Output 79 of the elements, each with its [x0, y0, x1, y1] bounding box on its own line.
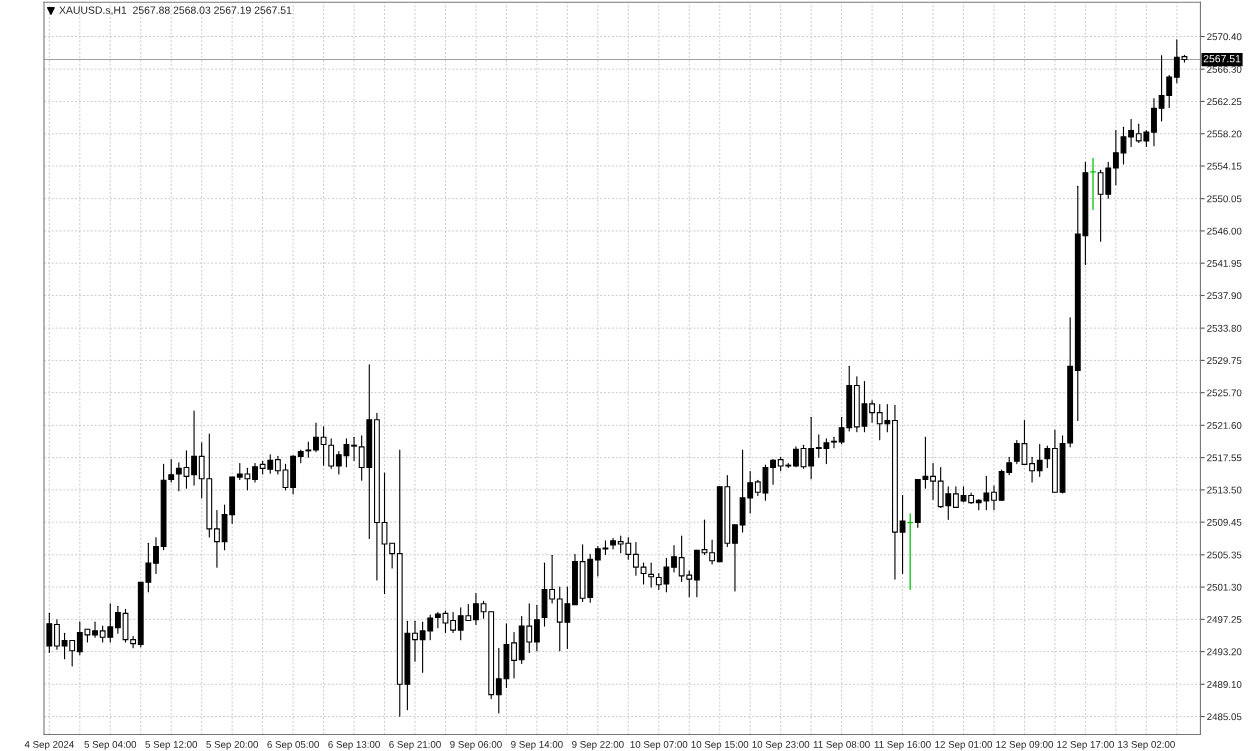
ref-line-label: 2567.51	[1203, 54, 1241, 63]
y-tick-label: 2533.80	[1207, 324, 1242, 332]
x-tick-label: 11 Sep 16:00	[874, 740, 931, 750]
x-tick-label: 11 Sep 08:00	[813, 740, 870, 750]
y-tick-label: 2550.05	[1207, 195, 1242, 203]
candlestick	[792, 446, 799, 468]
candlestick	[313, 422, 319, 453]
y-tick-label: 2489.10	[1207, 681, 1242, 688]
x-tick-label: 10 Sep 23:00	[752, 740, 810, 750]
x-tick-label: 12 Sep 09:00	[996, 740, 1053, 750]
y-tick-label: 2562.25	[1207, 98, 1242, 106]
y-tick-label: 2558.20	[1207, 130, 1242, 138]
candlestick	[328, 438, 335, 469]
x-tick-label: 12 Sep 01:00	[935, 740, 993, 750]
candlestick	[191, 410, 197, 486]
candlestick	[450, 612, 457, 634]
y-tick-label: 2513.50	[1207, 486, 1242, 494]
candlestick	[770, 459, 776, 485]
x-tick-label: 6 Sep 13:00	[328, 740, 380, 750]
candlestick	[46, 612, 53, 653]
x-tick-label: 9 Sep 06:00	[450, 740, 502, 750]
y-tick-label: 2566.30	[1207, 65, 1242, 73]
candlestick	[320, 426, 327, 466]
x-tick-label: 9 Sep 22:00	[572, 740, 624, 750]
x-tick-label: 6 Sep 21:00	[389, 740, 441, 750]
candlestick	[991, 485, 997, 511]
candlestick	[899, 494, 906, 575]
x-tick-label: 6 Sep 05:00	[267, 740, 319, 750]
candlestick	[351, 436, 357, 461]
x-tick-label: 10 Sep 07:00	[630, 740, 688, 750]
x-tick-label: 12 Sep 17:00	[1057, 740, 1114, 750]
candlestick	[533, 604, 540, 652]
y-tick-label: 2501.30	[1207, 583, 1242, 591]
candlestick	[930, 463, 936, 500]
x-tick-label: 10 Sep 15:00	[691, 740, 749, 750]
x-tick-label: 5 Sep 20:00	[206, 740, 258, 750]
candlestick	[153, 537, 159, 575]
y-tick-label: 2541.95	[1207, 259, 1242, 267]
candlestick	[168, 459, 175, 483]
candlestick	[511, 631, 517, 679]
candlestick	[831, 436, 837, 449]
candlestick	[648, 562, 655, 588]
candlestick	[473, 592, 479, 626]
candlestick	[92, 621, 98, 638]
y-tick-label: 2517.55	[1207, 454, 1242, 462]
y-tick-label: 2537.90	[1207, 292, 1242, 300]
y-tick-label: 2485.05	[1207, 713, 1242, 721]
y-tick-label: 2525.70	[1207, 389, 1242, 397]
candlestick	[214, 510, 220, 568]
candlestick	[1036, 443, 1043, 477]
x-tick-label: 5 Sep 04:00	[84, 740, 137, 750]
candlestick	[732, 524, 738, 592]
x-tick-label: 4 Sep 2024	[24, 740, 74, 750]
candlestick	[412, 620, 418, 662]
y-tick-label: 2546.00	[1207, 227, 1242, 235]
candlestick	[610, 537, 616, 550]
x-tick-label: 5 Sep 12:00	[145, 740, 198, 750]
y-tick-label: 2554.15	[1207, 162, 1242, 170]
candlestick	[1090, 157, 1097, 211]
y-tick-label: 2493.20	[1207, 648, 1242, 656]
candlestick	[1151, 98, 1157, 147]
y-tick-label: 2509.45	[1207, 518, 1242, 526]
candlestick	[54, 619, 60, 650]
candlestick	[907, 513, 914, 591]
y-tick-label: 2521.60	[1207, 422, 1242, 429]
y-tick-label: 2570.40	[1207, 33, 1242, 41]
y-tick-label: 2497.25	[1207, 616, 1242, 623]
candlestick	[252, 463, 258, 483]
x-tick-label: 9 Sep 14:00	[511, 740, 563, 750]
candlestick	[640, 562, 647, 585]
candlestick	[1029, 456, 1035, 483]
chart-title: XAUUSD.s,H1 2567.88 2568.03 2567.19 2567.51	[59, 6, 292, 16]
y-tick-label: 2505.35	[1207, 551, 1242, 559]
x-tick-label: 13 Sep 02:00	[1118, 740, 1175, 750]
candlestick	[869, 400, 876, 423]
candlestick	[671, 545, 677, 573]
candlestick	[1044, 445, 1051, 469]
y-tick-label: 2529.75	[1207, 357, 1242, 365]
candlestick	[633, 541, 639, 576]
